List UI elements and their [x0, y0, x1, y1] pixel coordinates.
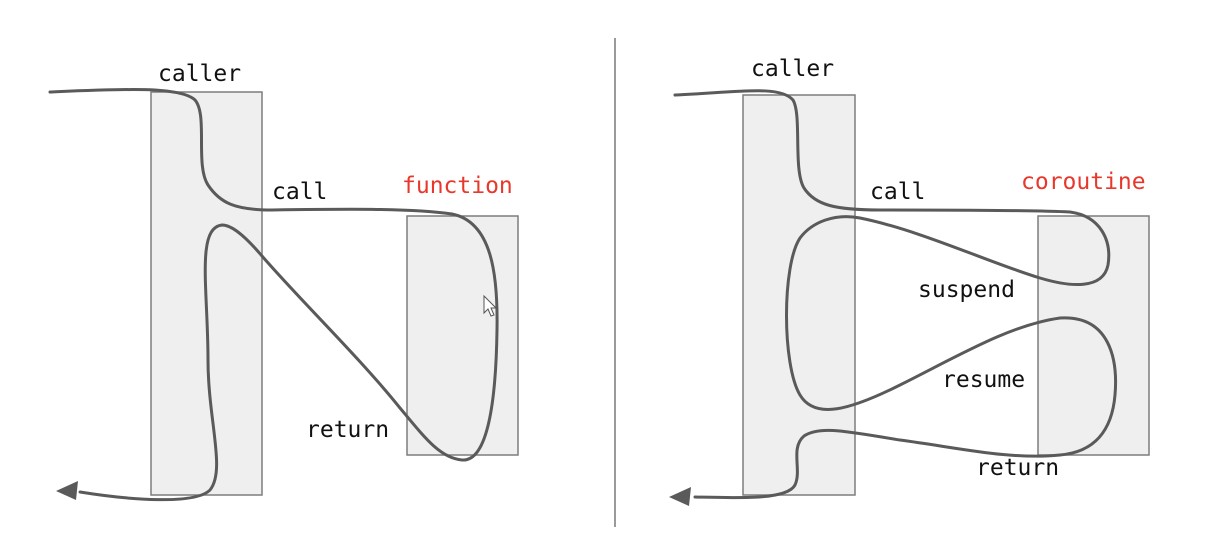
right-arrowhead-icon: [669, 487, 691, 506]
right-caller-label: caller: [751, 56, 834, 82]
coroutine-panel: caller call coroutine suspend resume ret…: [669, 56, 1150, 506]
function-panel: caller call function return: [48, 61, 519, 502]
right-return-label: return: [976, 455, 1059, 481]
coroutine-box: [1037, 215, 1150, 456]
resume-label: resume: [942, 367, 1025, 393]
left-return-label: return: [306, 417, 389, 443]
left-arrowhead-icon: [56, 481, 78, 500]
coroutine-label: coroutine: [1021, 169, 1146, 195]
left-call-label: call: [272, 179, 327, 205]
left-caller-label: caller: [158, 61, 241, 87]
right-call-label: call: [870, 179, 925, 205]
function-box: [406, 215, 519, 456]
left-flow-line: [48, 88, 499, 502]
function-label: function: [402, 173, 513, 199]
right-flow-line: [673, 89, 1118, 500]
mouse-cursor-icon: [483, 294, 498, 317]
suspend-label: suspend: [918, 277, 1015, 303]
